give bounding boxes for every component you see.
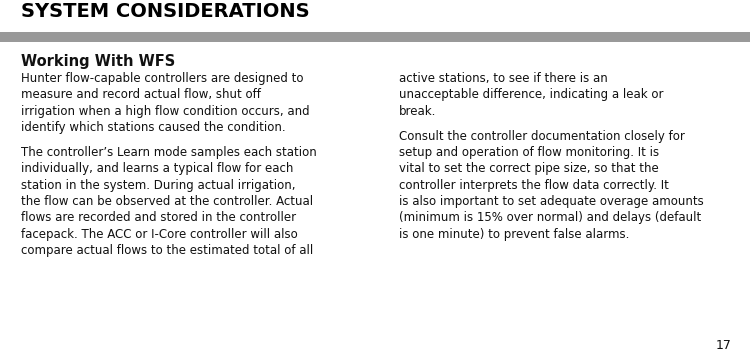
Text: the flow can be observed at the controller. Actual: the flow can be observed at the controll… <box>21 195 313 208</box>
Text: active stations, to see if there is an: active stations, to see if there is an <box>399 72 608 85</box>
Text: compare actual flows to the estimated total of all: compare actual flows to the estimated to… <box>21 244 313 257</box>
Text: Working With WFS: Working With WFS <box>21 54 176 69</box>
Text: vital to set the correct pipe size, so that the: vital to set the correct pipe size, so t… <box>399 162 658 175</box>
Text: Consult the controller documentation closely for: Consult the controller documentation clo… <box>399 130 685 143</box>
Text: facepack. The ACC or I-Core controller will also: facepack. The ACC or I-Core controller w… <box>21 228 298 240</box>
Text: The controller’s Learn mode samples each station: The controller’s Learn mode samples each… <box>21 146 316 159</box>
Text: is also important to set adequate overage amounts: is also important to set adequate overag… <box>399 195 704 208</box>
Text: setup and operation of flow monitoring. It is: setup and operation of flow monitoring. … <box>399 146 659 159</box>
Text: controller interprets the flow data correctly. It: controller interprets the flow data corr… <box>399 179 669 192</box>
Text: is one minute) to prevent false alarms.: is one minute) to prevent false alarms. <box>399 228 629 240</box>
Text: 17: 17 <box>716 339 732 352</box>
Text: flows are recorded and stored in the controller: flows are recorded and stored in the con… <box>21 211 296 224</box>
Text: measure and record actual flow, shut off: measure and record actual flow, shut off <box>21 88 261 101</box>
Text: individually, and learns a typical flow for each: individually, and learns a typical flow … <box>21 162 293 175</box>
Text: (minimum is 15% over normal) and delays (default: (minimum is 15% over normal) and delays … <box>399 211 701 224</box>
Text: identify which stations caused the condition.: identify which stations caused the condi… <box>21 121 286 134</box>
Text: unacceptable difference, indicating a leak or: unacceptable difference, indicating a le… <box>399 88 664 101</box>
Text: Hunter flow-capable controllers are designed to: Hunter flow-capable controllers are desi… <box>21 72 304 85</box>
Text: station in the system. During actual irrigation,: station in the system. During actual irr… <box>21 179 296 192</box>
Text: irrigation when a high flow condition occurs, and: irrigation when a high flow condition oc… <box>21 105 310 118</box>
Bar <box>0 32 750 42</box>
Text: SYSTEM CONSIDERATIONS: SYSTEM CONSIDERATIONS <box>21 2 310 21</box>
Text: break.: break. <box>399 105 436 118</box>
